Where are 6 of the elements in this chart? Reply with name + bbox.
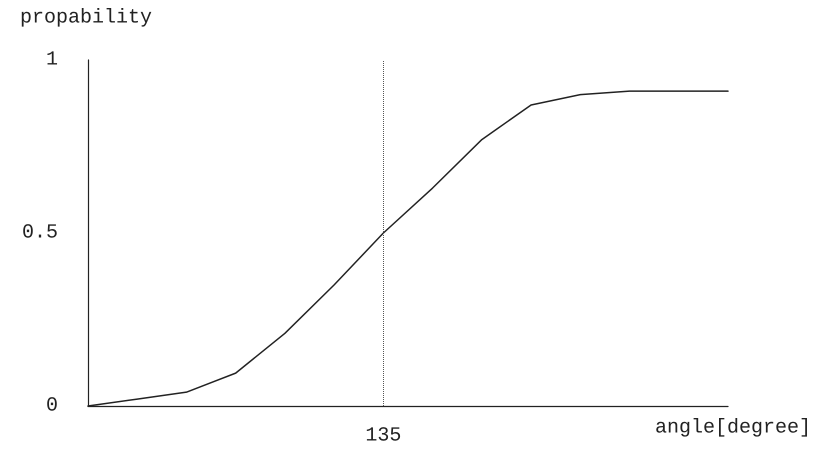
y-tick-label: 1 (46, 48, 58, 72)
y-axis-title: propability (20, 6, 152, 30)
y-tick-label: 0.5 (22, 222, 58, 244)
y-tick-label: 0 (46, 394, 58, 418)
x-tick-label: 135 (365, 424, 402, 448)
x-axis-title: angle[degree] (654, 416, 812, 440)
